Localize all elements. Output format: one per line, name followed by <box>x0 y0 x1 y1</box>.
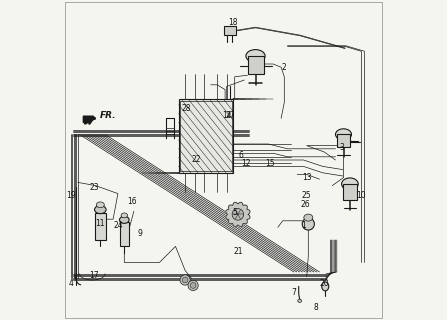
Text: 11: 11 <box>96 220 105 228</box>
Text: 5: 5 <box>232 208 237 217</box>
Text: 22: 22 <box>192 156 201 164</box>
Bar <box>337 134 350 147</box>
Text: 24: 24 <box>113 221 123 230</box>
Text: 9: 9 <box>138 229 143 238</box>
Text: 2: 2 <box>282 63 287 72</box>
Bar <box>248 56 263 74</box>
Circle shape <box>190 283 196 288</box>
Text: 7: 7 <box>291 288 296 297</box>
Ellipse shape <box>322 282 329 291</box>
Polygon shape <box>226 202 250 227</box>
Text: 8: 8 <box>314 303 319 312</box>
Ellipse shape <box>121 213 127 218</box>
Text: 27: 27 <box>225 111 235 120</box>
Text: 21: 21 <box>233 247 243 256</box>
Text: 23: 23 <box>89 183 99 192</box>
Circle shape <box>232 209 244 220</box>
Ellipse shape <box>298 299 302 302</box>
Text: 25: 25 <box>302 191 312 200</box>
Text: 18: 18 <box>228 18 238 27</box>
Text: 6: 6 <box>239 151 244 160</box>
Circle shape <box>188 280 198 291</box>
Text: 1: 1 <box>301 221 306 230</box>
Ellipse shape <box>342 178 358 190</box>
Circle shape <box>182 277 188 283</box>
Text: 19: 19 <box>67 191 76 200</box>
Polygon shape <box>83 116 96 123</box>
Bar <box>179 99 233 173</box>
Ellipse shape <box>94 206 106 214</box>
Text: 26: 26 <box>300 200 310 209</box>
Text: 10: 10 <box>356 191 366 200</box>
Text: 15: 15 <box>265 159 275 168</box>
Ellipse shape <box>246 50 265 62</box>
Ellipse shape <box>302 218 314 230</box>
Text: 28: 28 <box>182 104 191 113</box>
Text: 3: 3 <box>339 143 344 152</box>
Text: 13: 13 <box>302 173 312 182</box>
Text: 16: 16 <box>127 197 137 206</box>
Text: 4: 4 <box>69 279 74 288</box>
Ellipse shape <box>96 202 104 208</box>
Text: FR.: FR. <box>99 111 116 120</box>
Bar <box>119 222 129 246</box>
Ellipse shape <box>336 129 351 140</box>
Text: 12: 12 <box>241 159 251 168</box>
Text: 17: 17 <box>89 271 99 280</box>
Bar <box>180 101 232 171</box>
Ellipse shape <box>119 216 129 223</box>
Circle shape <box>180 275 190 285</box>
Text: 14: 14 <box>222 111 232 120</box>
Bar <box>94 213 106 240</box>
Text: 20: 20 <box>320 279 329 288</box>
Bar <box>343 184 357 200</box>
Ellipse shape <box>304 214 313 221</box>
Bar <box>224 26 236 35</box>
